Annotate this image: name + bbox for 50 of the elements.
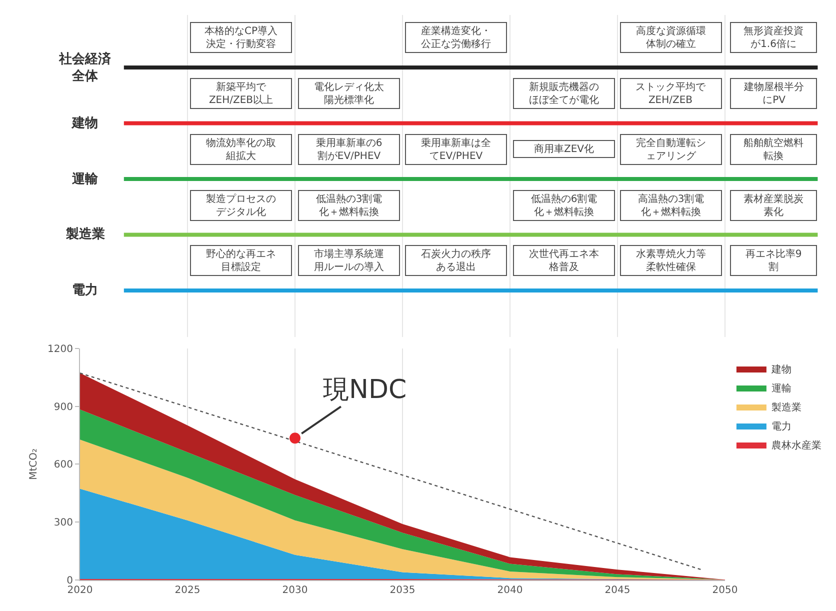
legend-label: 電力 <box>771 420 792 432</box>
legend-label: 農林水産業 <box>771 439 822 452</box>
text: 電化レディ化太陽光標準化 <box>314 82 384 106</box>
text: 完全自動運転シェアリング <box>636 138 706 162</box>
annotation: 現NDC <box>323 375 407 405</box>
legend-label: 製造業 <box>771 401 802 414</box>
x-tick-label: 2045 <box>604 585 630 596</box>
category-label: 建物 <box>72 116 98 131</box>
text: 本格的なCP導入決定・行動変容 <box>204 26 278 50</box>
category-label: 社会経済全体 <box>59 52 111 84</box>
text: 無形資産投資が1.6倍に <box>744 26 804 50</box>
text: 高温熱の3割電化＋燃料転換 <box>638 194 704 218</box>
x-tick-label: 2050 <box>712 585 738 596</box>
text: 産業構造変化・公正な労働移行 <box>421 26 491 50</box>
x-tick-label: 2025 <box>174 585 200 596</box>
text: 商用車ZEV化 <box>534 144 594 155</box>
y-tick-label: 1200 <box>48 344 73 355</box>
y-tick-label: 0 <box>66 576 73 586</box>
text: 低温熱の3割電化＋燃料転換 <box>316 194 382 218</box>
x-tick-label: 2035 <box>390 585 416 596</box>
text: 再エネ比率9割 <box>745 249 802 273</box>
text: 物流効率化の取組拡大 <box>206 138 276 162</box>
text: 建物屋根半分にPV <box>744 82 804 106</box>
text: 新築平均でZEH/ZEB以上 <box>208 82 274 106</box>
text: 新規販売機器のほぼ全てが電化 <box>529 82 599 106</box>
text: 乗用車新車の6割がEV/PHEV <box>316 138 382 162</box>
text: 素材産業脱炭素化 <box>744 194 804 218</box>
x-tick-label: 2020 <box>67 585 93 596</box>
y-tick-label: 300 <box>54 518 73 529</box>
x-tick-label: 2030 <box>282 585 308 596</box>
text: 低温熱の6割電化＋燃料転換 <box>530 194 598 218</box>
y-axis-title: MtCO₂ <box>28 448 40 480</box>
legend-label: 運輸 <box>771 382 792 394</box>
text: 高度な資源循環体制の確立 <box>636 26 706 50</box>
y-tick-label: 900 <box>54 402 73 413</box>
text: 水素専焼火力等柔軟性確保 <box>636 249 706 273</box>
text: 市場主導系統運用ルールの導入 <box>314 249 384 273</box>
category-label: 運輸 <box>72 172 98 187</box>
text: 製造プロセスのデジタル化 <box>206 194 276 218</box>
text: ストック平均でZEH/ZEB <box>636 82 706 106</box>
category-label: 製造業 <box>66 227 105 242</box>
text: 次世代再エネ本格普及 <box>529 249 599 273</box>
text: 乗用車新車は全てEV/PHEV <box>421 138 491 162</box>
legend-label: 建物 <box>770 363 792 376</box>
x-tick-label: 2040 <box>497 585 523 596</box>
text: 石炭火力の秩序ある退出 <box>421 249 491 273</box>
text: 野心的な再エネ目標設定 <box>206 249 276 273</box>
text: 船舶航空燃料転換 <box>744 138 804 162</box>
category-label: 電力 <box>72 283 98 298</box>
y-tick-label: 600 <box>54 460 73 471</box>
